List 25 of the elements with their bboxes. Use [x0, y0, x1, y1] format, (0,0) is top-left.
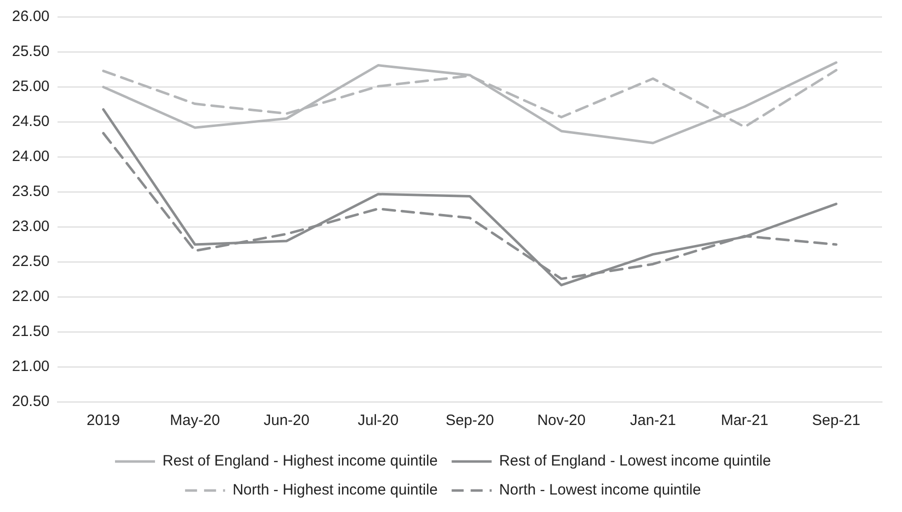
- x-tick-label: Jul-20: [358, 412, 399, 430]
- x-tick-label: Sep-21: [812, 412, 860, 430]
- y-tick-label: 20.50: [12, 393, 50, 410]
- x-tick-label: Jun-20: [264, 412, 310, 430]
- y-tick-label: 22.00: [12, 288, 50, 306]
- legend-label: North - Highest income quintile: [232, 482, 438, 499]
- y-tick-label: 23.50: [12, 183, 50, 200]
- y-tick-label: 24.00: [12, 148, 50, 166]
- y-tick-label: 24.50: [12, 113, 50, 130]
- y-tick-label: 21.50: [12, 323, 50, 340]
- x-tick-label: May-20: [170, 412, 220, 430]
- legend-label: Rest of England - Lowest income quintile: [499, 452, 771, 470]
- x-tick-label: Nov-20: [537, 412, 586, 430]
- x-tick-label: 2019: [86, 412, 120, 430]
- y-tick-label: 21.00: [12, 358, 50, 376]
- y-tick-label: 26.00: [12, 8, 50, 26]
- legend-label: Rest of England - Highest income quintile: [162, 452, 438, 470]
- y-tick-label: 25.00: [12, 78, 50, 96]
- x-tick-label: Mar-21: [720, 412, 768, 430]
- y-tick-label: 25.50: [12, 43, 50, 60]
- x-tick-label: Jan-21: [630, 412, 676, 430]
- x-tick-label: Sep-20: [446, 412, 494, 430]
- y-tick-label: 22.50: [12, 253, 50, 270]
- y-tick-label: 23.00: [12, 218, 50, 236]
- legend-label: North - Lowest income quintile: [499, 482, 701, 499]
